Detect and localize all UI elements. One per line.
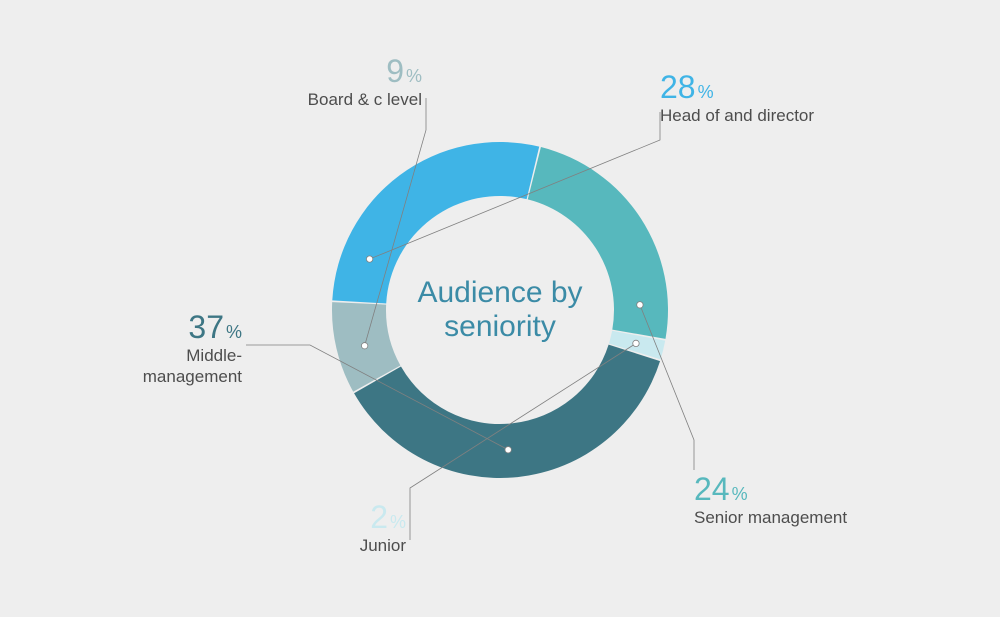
callout-label-middle-mgmt: Middle- management xyxy=(62,346,242,387)
callout-pct-junior: 2% xyxy=(286,498,406,536)
leader-marker-board-c-level xyxy=(361,343,367,349)
callout-pct-senior-mgmt: 24% xyxy=(694,470,954,508)
callout-label-junior: Junior xyxy=(286,536,406,556)
pct-value-middle-mgmt: 37 xyxy=(188,309,224,345)
callout-middle-mgmt: 37%Middle- management xyxy=(62,308,242,387)
callout-label-senior-mgmt: Senior management xyxy=(694,508,954,528)
callout-pct-head-director: 28% xyxy=(660,68,920,106)
pct-value-junior: 2 xyxy=(370,499,388,535)
pct-symbol-junior: % xyxy=(390,512,406,532)
pct-symbol-board-c-level: % xyxy=(406,66,422,86)
callout-junior: 2%Junior xyxy=(286,498,406,557)
leader-marker-middle-mgmt xyxy=(505,447,511,453)
leader-marker-head-director xyxy=(366,256,372,262)
callout-board-c-level: 9%Board & c level xyxy=(222,52,422,111)
leader-marker-junior xyxy=(633,340,639,346)
callout-pct-middle-mgmt: 37% xyxy=(62,308,242,346)
segment-senior-mgmt xyxy=(528,147,668,339)
pct-value-senior-mgmt: 24 xyxy=(694,471,730,507)
pct-symbol-head-director: % xyxy=(698,82,714,102)
callout-pct-board-c-level: 9% xyxy=(222,52,422,90)
segment-head-director xyxy=(332,142,539,303)
pct-value-head-director: 28 xyxy=(660,69,696,105)
pct-value-board-c-level: 9 xyxy=(386,53,404,89)
donut-chart-container: Audience by seniority 28%Head of and dir… xyxy=(0,0,1000,617)
callout-label-head-director: Head of and director xyxy=(660,106,920,126)
callout-label-board-c-level: Board & c level xyxy=(222,90,422,110)
callout-senior-mgmt: 24%Senior management xyxy=(694,470,954,529)
pct-symbol-middle-mgmt: % xyxy=(226,322,242,342)
segment-middle-mgmt xyxy=(354,345,660,478)
callout-head-director: 28%Head of and director xyxy=(660,68,920,127)
pct-symbol-senior-mgmt: % xyxy=(732,484,748,504)
leader-marker-senior-mgmt xyxy=(637,302,643,308)
